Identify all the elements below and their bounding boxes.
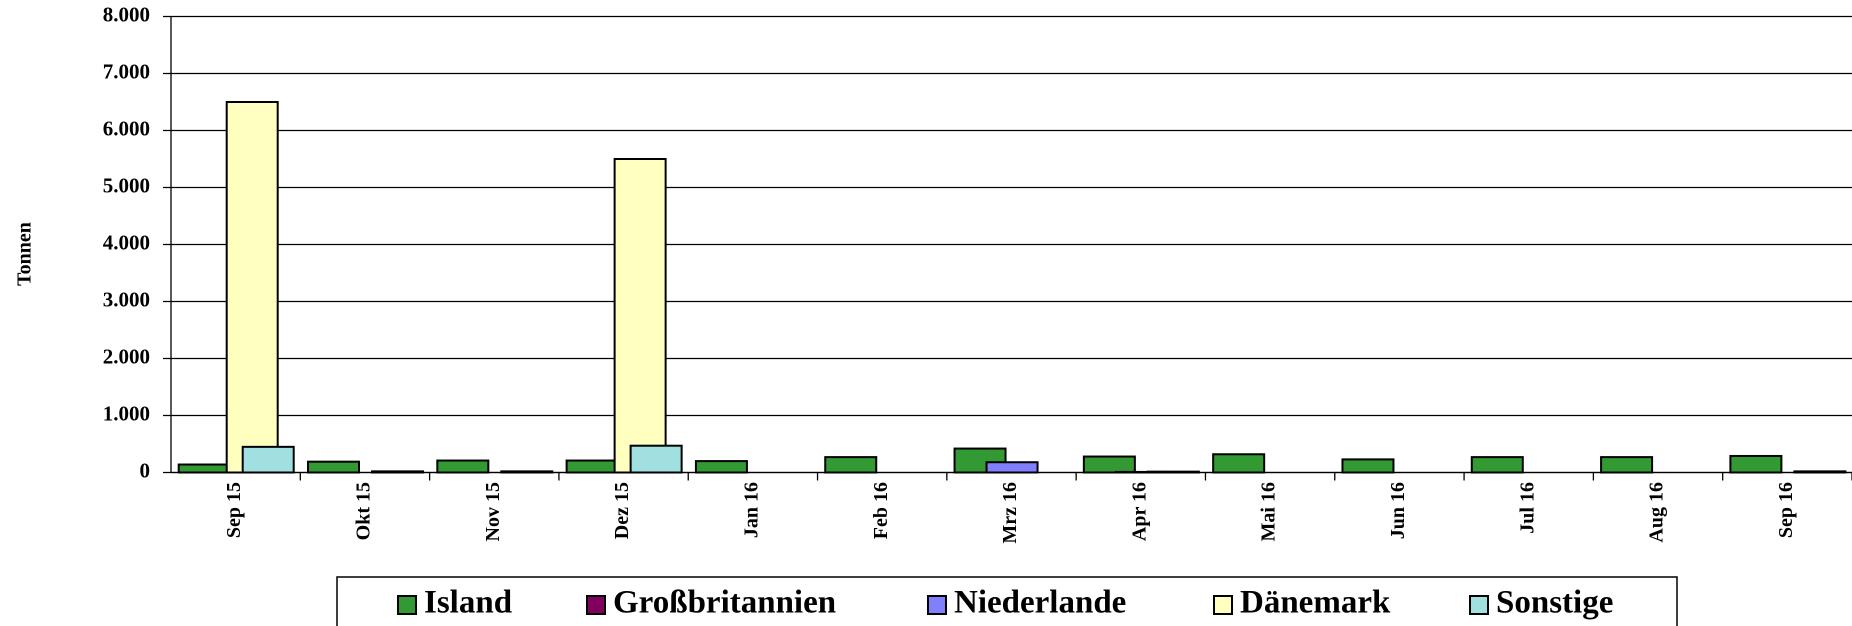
bar <box>1146 470 1200 474</box>
bar <box>225 101 279 474</box>
legend-label: Niederlande <box>954 585 1126 621</box>
x-tick-label: Sep 15 <box>223 482 245 538</box>
legend-swatch <box>1469 595 1489 615</box>
bar <box>1793 470 1847 474</box>
y-tick-label: 0 <box>140 458 151 482</box>
bar <box>1600 456 1654 474</box>
y-tick-label: 4.000 <box>103 230 150 254</box>
bar <box>1212 453 1266 474</box>
bar <box>1729 454 1783 474</box>
bar <box>565 459 619 474</box>
y-tick-label: 1.000 <box>103 401 150 425</box>
bar <box>1082 455 1136 474</box>
bar <box>307 460 361 474</box>
bar <box>629 444 683 474</box>
bar <box>824 456 878 474</box>
x-tick-label: Apr 16 <box>1128 482 1150 541</box>
bar <box>177 463 231 474</box>
x-tick-label: Feb 16 <box>870 482 892 539</box>
legend-swatch <box>1213 595 1233 615</box>
y-axis-title: Tonnen <box>14 222 36 286</box>
x-tick-label: Jan 16 <box>740 482 762 538</box>
legend-label: Großbritannien <box>613 585 836 621</box>
legend-label: Island <box>424 585 512 621</box>
y-tick-label: 2.000 <box>103 344 150 368</box>
bar <box>241 445 295 474</box>
bar <box>1470 456 1524 474</box>
bar <box>1341 458 1395 474</box>
legend-label: Sonstige <box>1496 585 1613 621</box>
bar <box>500 470 554 474</box>
x-tick-label: Sep 16 <box>1775 482 1797 538</box>
legend-swatch <box>586 595 606 615</box>
x-tick-label: Okt 15 <box>353 482 375 540</box>
bar <box>613 158 667 474</box>
legend-swatch <box>927 595 947 615</box>
y-tick-label: 6.000 <box>103 116 150 140</box>
x-tick-label: Jul 16 <box>1516 482 1538 534</box>
x-tick-label: Nov 15 <box>482 482 504 541</box>
x-tick-label: Mai 16 <box>1258 482 1280 541</box>
x-tick-label: Aug 16 <box>1646 482 1668 543</box>
y-tick-label: 8.000 <box>103 2 150 26</box>
x-tick-label: Dez 15 <box>611 482 633 539</box>
legend-swatch <box>397 595 417 615</box>
bar <box>436 459 490 474</box>
legend-label: Dänemark <box>1240 585 1391 621</box>
bar <box>371 470 425 474</box>
x-tick-label: Mrz 16 <box>999 482 1021 544</box>
y-tick-label: 7.000 <box>103 59 150 83</box>
y-tick-label: 5.000 <box>103 173 150 197</box>
bar <box>694 460 748 474</box>
x-tick-label: Jun 16 <box>1387 482 1409 539</box>
legend-box <box>336 576 1678 626</box>
y-tick-label: 3.000 <box>103 287 150 311</box>
bar <box>985 461 1039 474</box>
